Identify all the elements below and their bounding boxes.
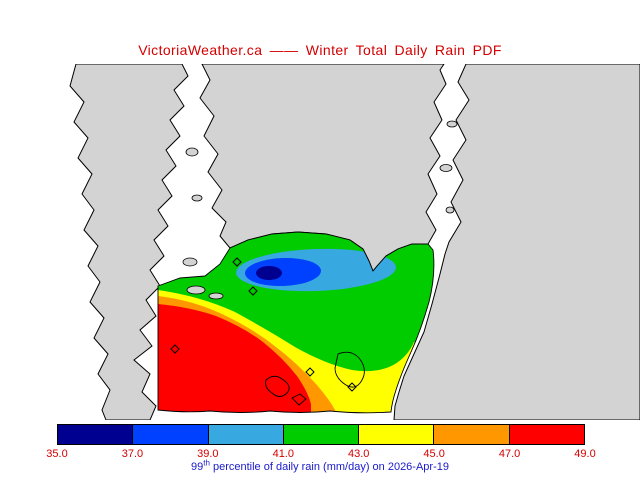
contour-domain-coastline — [157, 231, 435, 414]
contour-band-47-49 — [158, 304, 311, 413]
station-marker-diamond — [232, 257, 242, 267]
colorbar-segment — [283, 425, 360, 444]
island — [439, 164, 453, 172]
colorbar-tick: 47.0 — [498, 448, 521, 460]
colorbar-segment — [359, 425, 435, 444]
coastal-islet — [208, 292, 224, 300]
colorbar-tick: 37.0 — [121, 448, 144, 460]
land-left-island — [69, 64, 189, 420]
colorbar-tick: 49.0 — [574, 448, 596, 460]
colorbar — [57, 424, 585, 445]
island — [191, 194, 203, 202]
island — [446, 120, 458, 128]
colorbar-tick-labels: 35.0 37.0 39.0 41.0 43.0 45.0 47.0 49.0 — [46, 448, 595, 460]
island — [182, 257, 198, 267]
station-marker-diamond — [170, 344, 180, 354]
island — [185, 147, 199, 157]
contour-overlay — [158, 232, 434, 413]
colorbar-segment — [434, 425, 510, 444]
station-marker-diamond — [248, 286, 258, 296]
coastline-detail-group — [265, 351, 365, 406]
station-marker-group — [170, 257, 357, 392]
colorbar-tick: 45.0 — [423, 448, 445, 460]
colorbar-tick: 43.0 — [347, 448, 370, 460]
map-canvas — [0, 64, 640, 420]
caption-rest: percentile of daily rain (mm/day) on 202… — [209, 461, 449, 473]
island — [445, 206, 455, 214]
colorbar-tick: 39.0 — [197, 448, 219, 460]
land-right-mainland — [393, 64, 640, 420]
colorbar-segment — [58, 425, 134, 444]
contour-band-35-37 — [256, 266, 282, 280]
station-marker-diamond — [305, 367, 315, 377]
caption-base: 99 — [191, 461, 204, 473]
colorbar-segment — [133, 425, 209, 444]
colorbar-segment — [208, 425, 284, 444]
colorbar-tick: 35.0 — [46, 448, 68, 460]
harbour-outline — [265, 375, 290, 397]
colorbar-caption: 99th percentile of daily rain (mm/day) o… — [0, 458, 640, 473]
page-title: VictoriaWeather.ca —— Winter Total Daily… — [138, 42, 502, 58]
colorbar-tick: 41.0 — [272, 448, 294, 460]
colorbar-segment — [509, 425, 584, 444]
harbour-outline — [334, 351, 365, 388]
station-marker-diamond — [347, 382, 357, 392]
island-group — [182, 120, 458, 304]
harbour-outline — [291, 393, 307, 406]
caption-superscript: th — [203, 458, 210, 468]
coastal-islet — [186, 285, 206, 295]
